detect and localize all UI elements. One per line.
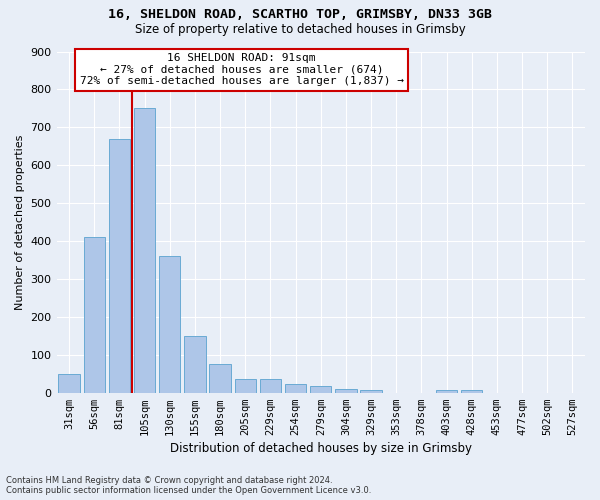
Bar (184, 336, 206, 392)
Bar (134, 108, 155, 393)
Bar (109, 138, 130, 392)
Bar (461, 390, 482, 392)
Bar (361, 390, 382, 392)
X-axis label: Distribution of detached houses by size in Grimsby: Distribution of detached houses by size … (170, 442, 472, 455)
Text: Size of property relative to detached houses in Grimsby: Size of property relative to detached ho… (134, 22, 466, 36)
Bar (260, 380, 281, 392)
Bar (310, 386, 331, 392)
Bar (285, 384, 307, 392)
Text: 16, SHELDON ROAD, SCARTHO TOP, GRIMSBY, DN33 3GB: 16, SHELDON ROAD, SCARTHO TOP, GRIMSBY, … (108, 8, 492, 20)
Bar (436, 390, 457, 392)
Bar (209, 364, 231, 392)
Bar (335, 390, 356, 392)
Y-axis label: Number of detached properties: Number of detached properties (15, 134, 25, 310)
Bar (235, 380, 256, 392)
Bar (159, 256, 181, 392)
Bar (83, 238, 105, 392)
Bar (58, 374, 80, 392)
Text: 16 SHELDON ROAD: 91sqm
← 27% of detached houses are smaller (674)
72% of semi-de: 16 SHELDON ROAD: 91sqm ← 27% of detached… (80, 53, 404, 86)
Text: Contains HM Land Registry data © Crown copyright and database right 2024.
Contai: Contains HM Land Registry data © Crown c… (6, 476, 371, 495)
